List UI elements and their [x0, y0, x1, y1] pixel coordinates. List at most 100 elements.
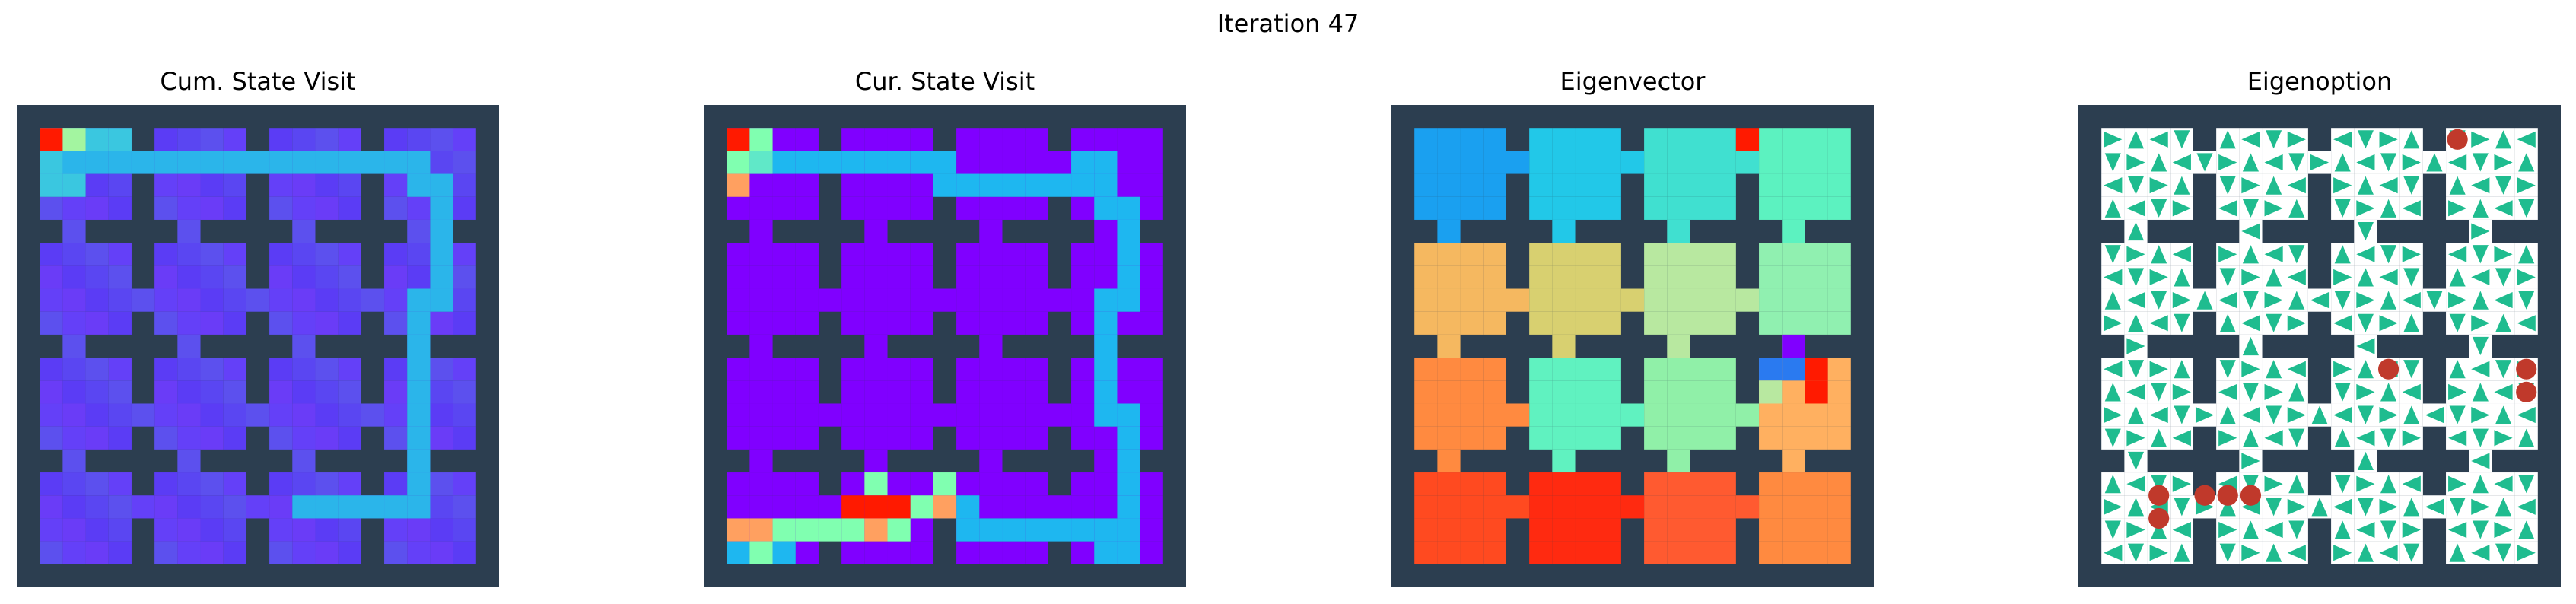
cell: [292, 288, 316, 312]
option-arrow: [2517, 315, 2536, 332]
cell: [1140, 311, 1163, 335]
option-arrow: [2149, 315, 2168, 332]
cell: [1002, 151, 1026, 174]
cell: [1598, 173, 1621, 197]
cell: [1437, 128, 1461, 151]
option-arrow: [2126, 430, 2145, 447]
option-arrow: [2333, 361, 2352, 377]
door-cell: [1667, 449, 1690, 473]
option-arrow: [2448, 475, 2467, 492]
option-arrow: [2334, 383, 2351, 402]
cell: [956, 541, 980, 564]
cell: [1460, 311, 1484, 335]
visit-cell-high: [62, 128, 86, 151]
cell: [292, 334, 316, 358]
cell: [338, 265, 361, 289]
cell: [1827, 196, 1851, 220]
visit-path-cell: [407, 151, 431, 174]
cell: [1644, 196, 1668, 220]
cell: [1598, 495, 1621, 519]
door-cell: [1782, 219, 1805, 243]
termination-dot: [2240, 485, 2262, 506]
option-arrow: [2242, 475, 2259, 494]
cell: [1437, 311, 1461, 335]
cell: [269, 243, 293, 266]
eigenvector-heatmap: [1391, 105, 1874, 587]
visit-path-cell: [1071, 151, 1095, 174]
option-arrow: [2311, 498, 2328, 517]
option-arrow: [2334, 428, 2351, 447]
option-arrow: [2174, 360, 2190, 379]
cell: [40, 265, 63, 289]
cell: [154, 173, 178, 197]
cell: [1414, 151, 1438, 174]
option-arrow: [2334, 520, 2351, 539]
cell: [841, 380, 865, 404]
cell: [1140, 196, 1163, 220]
cell: [407, 196, 431, 220]
visit-path-cell: [407, 495, 431, 519]
cell: [956, 380, 980, 404]
cell: [864, 219, 888, 243]
option-arrow: [2357, 543, 2374, 562]
cell: [749, 173, 773, 197]
option-arrow: [2471, 131, 2490, 148]
cur-state-visit-heatmap: [704, 105, 1186, 587]
cell: [1759, 518, 1783, 542]
option-arrow: [2126, 292, 2145, 309]
visit-path-cell: [407, 288, 431, 312]
cell: [85, 265, 109, 289]
cell: [246, 288, 270, 312]
visit-path-cell: [727, 541, 750, 564]
cell: [1667, 495, 1690, 519]
cell: [1690, 128, 1713, 151]
option-arrow: [2495, 498, 2512, 517]
cell: [1437, 288, 1461, 312]
option-arrow: [2403, 130, 2420, 149]
cell: [1598, 311, 1621, 335]
option-arrow: [2518, 520, 2535, 539]
cell: [453, 541, 476, 564]
cell: [108, 403, 132, 427]
option-arrow: [2219, 543, 2236, 562]
cell: [407, 219, 431, 243]
cell: [1690, 403, 1713, 427]
cell: [1048, 495, 1072, 519]
cell: [62, 472, 86, 496]
cell: [62, 403, 86, 427]
cell: [749, 311, 773, 335]
cell: [979, 151, 1003, 174]
option-arrow: [2151, 245, 2167, 264]
visit-path-cell: [1094, 403, 1118, 427]
visit-cell: [864, 518, 888, 542]
cell: [910, 541, 933, 564]
cell: [1071, 541, 1095, 564]
cell: [910, 358, 933, 381]
cell: [1827, 358, 1851, 381]
cell: [818, 495, 842, 519]
visit-path-cell: [1025, 518, 1048, 542]
cell: [292, 541, 316, 564]
cell: [1529, 311, 1553, 335]
cell: [1483, 243, 1506, 266]
cell: [223, 358, 246, 381]
option-arrow: [2333, 177, 2352, 194]
visit-path-cell: [85, 151, 109, 174]
cell: [1575, 311, 1598, 335]
option-arrow: [2356, 292, 2375, 309]
cell: [1117, 380, 1140, 404]
cell: [154, 243, 178, 266]
cell: [430, 311, 453, 335]
option-arrow: [2380, 153, 2397, 172]
cell: [407, 243, 431, 266]
cell: [269, 403, 293, 427]
option-arrow: [2264, 246, 2283, 262]
option-arrow: [2127, 313, 2145, 332]
cell: [223, 288, 246, 312]
option-arrow: [2219, 176, 2236, 195]
cell: [200, 265, 224, 289]
cell: [384, 472, 408, 496]
eigen-cell: [1782, 358, 1805, 381]
option-arrow: [2287, 131, 2306, 148]
cell: [1782, 265, 1805, 289]
